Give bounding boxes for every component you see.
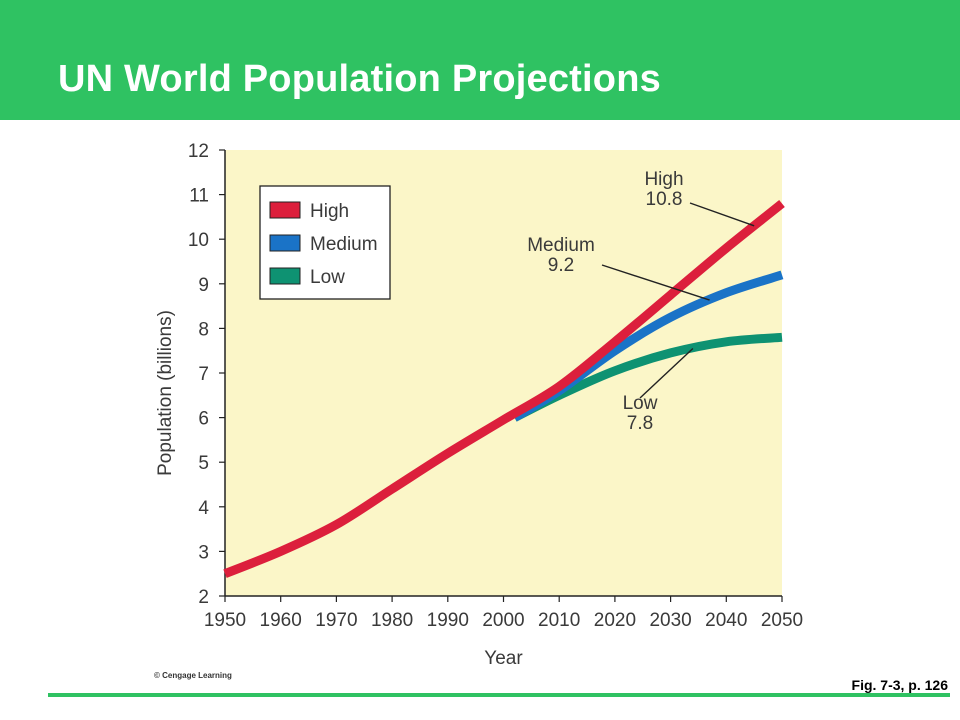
figure-caption: Fig. 7-3, p. 126 xyxy=(851,677,948,693)
y-tick-label: 2 xyxy=(198,587,209,608)
header-bar xyxy=(0,0,960,120)
legend-label-medium: Medium xyxy=(310,234,378,255)
y-tick-label: 8 xyxy=(198,319,209,340)
x-tick-label: 2050 xyxy=(761,610,803,631)
annotation-leader-low xyxy=(639,347,694,399)
x-tick-label: 2020 xyxy=(594,610,636,631)
legend-label-high: High xyxy=(310,201,349,222)
x-tick-label: 1950 xyxy=(204,610,246,631)
y-tick-label: 10 xyxy=(188,230,209,251)
slide-title: UN World Population Projections xyxy=(58,58,661,100)
x-tick-label: 2010 xyxy=(538,610,580,631)
x-tick-label: 2040 xyxy=(705,610,747,631)
x-tick-label: 2000 xyxy=(482,610,524,631)
y-tick-label: 9 xyxy=(198,275,209,296)
x-axis-label: Year xyxy=(484,648,523,669)
y-tick-label: 5 xyxy=(198,453,209,474)
annotation-label-medium: Medium xyxy=(527,235,595,256)
legend-label-low: Low xyxy=(310,267,345,288)
x-tick-label: 1960 xyxy=(260,610,302,631)
y-tick-label: 6 xyxy=(198,409,209,430)
annotation-label-high: High xyxy=(644,169,683,190)
y-tick-label: 7 xyxy=(198,364,209,385)
annotation-label-low: Low xyxy=(623,393,658,414)
x-tick-label: 1980 xyxy=(371,610,413,631)
y-tick-label: 4 xyxy=(198,498,209,519)
y-tick-label: 3 xyxy=(198,542,209,563)
annotation-value-high: 10.8 xyxy=(646,189,683,210)
series-line-high xyxy=(223,199,785,578)
y-tick-label: 11 xyxy=(189,186,209,207)
y-tick-label: 12 xyxy=(188,141,209,162)
copyright-notice: © Cengage Learning xyxy=(154,671,232,680)
population-chart: 2 3 4 5 6 7 8 9 10 11 12 1950 1960 1970 1980 1990 2000 20… xyxy=(155,141,803,669)
y-axis-label: Population (billions) xyxy=(155,310,176,476)
x-tick-label: 1990 xyxy=(427,610,469,631)
x-tick-label: 2030 xyxy=(649,610,691,631)
footer-rule xyxy=(48,693,950,697)
legend-swatch-low xyxy=(269,267,301,285)
annotation-value-low: 7.8 xyxy=(627,413,653,434)
annotation-leader-high xyxy=(689,202,755,227)
figure-panel: 2 3 4 5 6 7 8 9 10 11 12 1950 1960 1970 1980 1990 2000 20… xyxy=(150,135,808,685)
legend-swatch-medium xyxy=(269,234,301,252)
annotation-value-medium: 9.2 xyxy=(548,255,574,276)
legend-swatch-high xyxy=(269,201,301,219)
x-tick-label: 1970 xyxy=(315,610,357,631)
annotation-leader-medium xyxy=(601,264,710,301)
